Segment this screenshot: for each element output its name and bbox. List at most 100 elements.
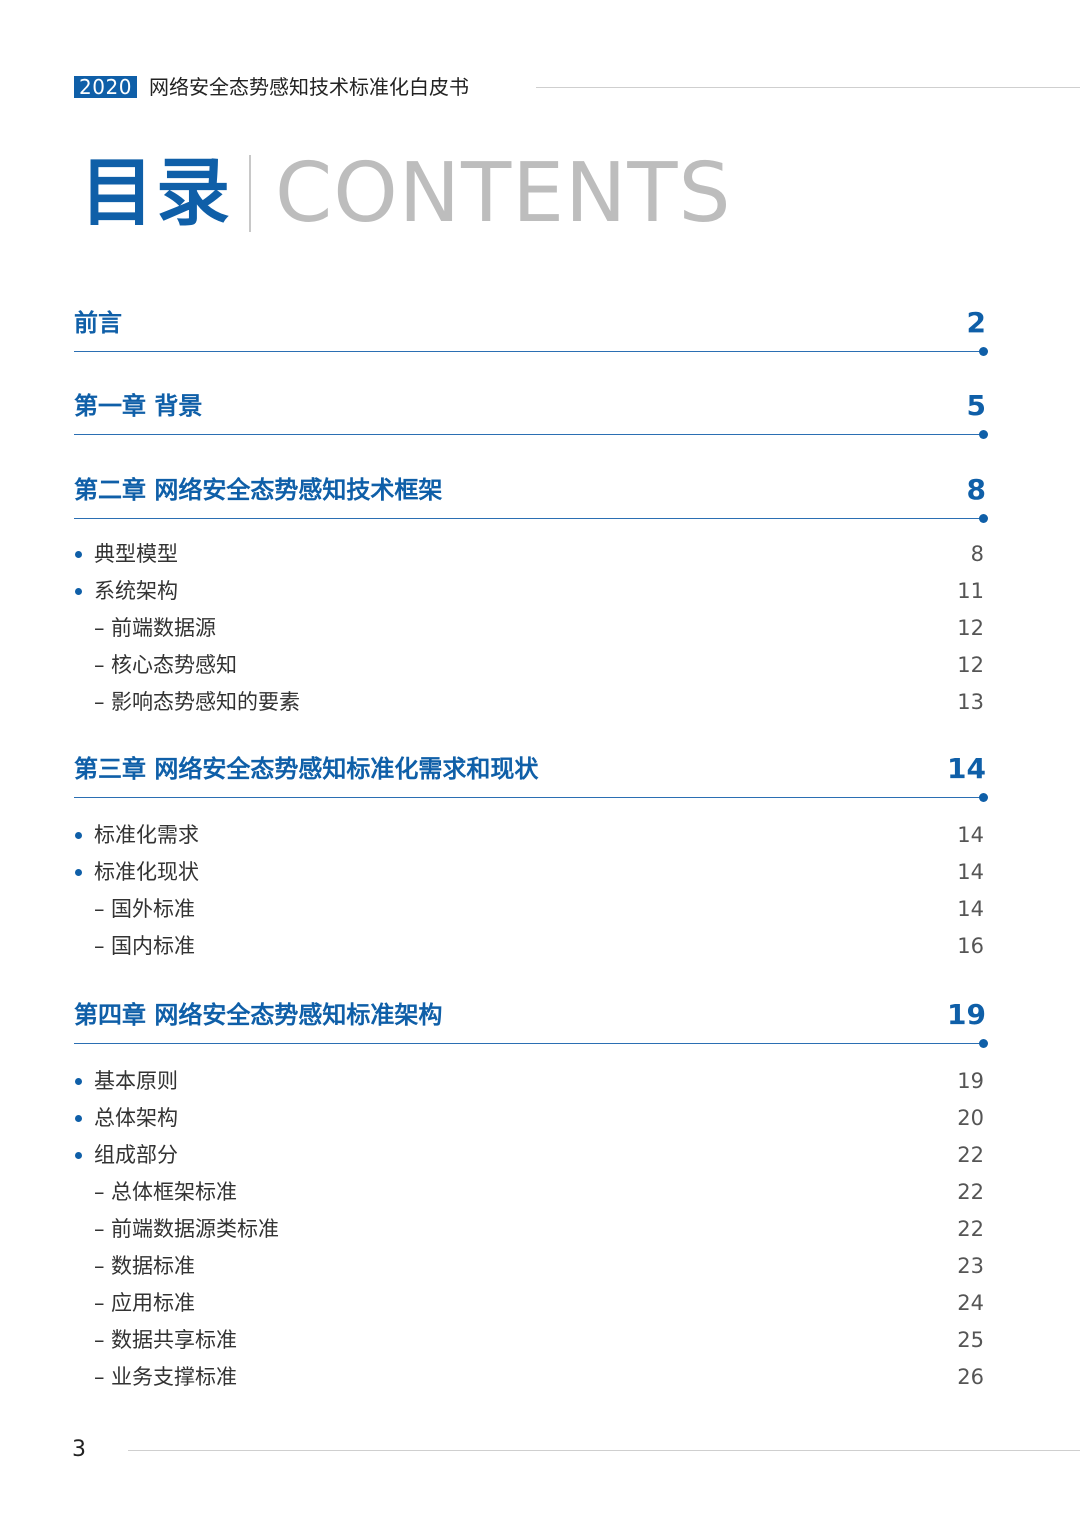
chapter-page-number: 5 — [966, 389, 986, 422]
toc-subsection-entry: – 前端数据源 12 — [74, 612, 986, 646]
subsection-title: 国外标准 — [111, 897, 195, 921]
chapter-rule — [74, 351, 984, 352]
page-number: 3 — [72, 1437, 86, 1462]
section-title: 总体架构 — [94, 1106, 178, 1130]
toc-title-chinese: 目录 — [80, 150, 232, 236]
toc-chapter-entry: 第四章 网络安全态势感知标准架构 19 — [74, 998, 988, 1050]
chapter-title: 第三章 网络安全态势感知标准化需求和现状 — [74, 755, 539, 783]
chapter-title: 第一章 背景 — [74, 392, 203, 420]
year-badge: 2020 — [74, 76, 137, 98]
chapter-title: 第四章 网络安全态势感知标准架构 — [74, 1001, 443, 1029]
toc-subsection-entry: – 影响态势感知的要素 13 — [74, 686, 986, 720]
rule-end-dot — [979, 347, 988, 356]
toc-subsection-entry: – 前端数据源类标准 22 — [74, 1213, 986, 1247]
toc-subsection-entry: – 国外标准 14 — [74, 893, 986, 927]
toc-subsection-entry: – 总体框架标准 22 — [74, 1176, 986, 1210]
title-divider — [249, 155, 251, 232]
section-title: 典型模型 — [94, 542, 178, 566]
chapter-page-number: 8 — [966, 473, 986, 506]
toc-subsection-entry: – 国内标准 16 — [74, 930, 986, 964]
toc-section-entry: 典型模型 8 — [74, 538, 986, 572]
dash-icon: – — [94, 897, 105, 921]
toc-subsection-entry: – 应用标准 24 — [74, 1287, 986, 1321]
section-page-number: 8 — [970, 542, 984, 566]
toc-chapter-entry: 前言 2 — [74, 306, 988, 358]
dash-icon: – — [94, 934, 105, 958]
chapter-title: 前言 — [74, 309, 122, 337]
running-header: 2020 网络安全态势感知技术标准化白皮书 — [74, 72, 1080, 102]
section-page-number: 22 — [957, 1143, 984, 1167]
bullet-icon — [75, 869, 82, 876]
toc-section-entry: 总体架构 20 — [74, 1102, 986, 1136]
section-title: 标准化需求 — [94, 823, 199, 847]
toc-section-entry: 标准化需求 14 — [74, 819, 986, 853]
chapter-rule — [74, 797, 984, 798]
toc-subsection-entry: – 业务支撑标准 26 — [74, 1361, 986, 1395]
toc-chapter-entry: 第一章 背景 5 — [74, 389, 988, 441]
subsection-page-number: 16 — [957, 934, 984, 958]
chapter-page-number: 19 — [947, 998, 986, 1031]
subsection-page-number: 13 — [957, 690, 984, 714]
section-page-number: 19 — [957, 1069, 984, 1093]
dash-icon: – — [94, 1180, 105, 1204]
dash-icon: – — [94, 616, 105, 640]
subsection-title: 核心态势感知 — [111, 653, 237, 677]
section-page-number: 14 — [957, 860, 984, 884]
toc-section-entry: 系统架构 11 — [74, 575, 986, 609]
section-title: 组成部分 — [94, 1143, 178, 1167]
chapter-rule — [74, 518, 984, 519]
subsection-title: 总体框架标准 — [111, 1180, 237, 1204]
toc-chapter-entry: 第三章 网络安全态势感知标准化需求和现状 14 — [74, 752, 988, 804]
subsection-page-number: 26 — [957, 1365, 984, 1389]
bullet-icon — [75, 1078, 82, 1085]
subsection-title: 影响态势感知的要素 — [111, 690, 300, 714]
toc-subsection-entry: – 核心态势感知 12 — [74, 649, 986, 683]
dash-icon: – — [94, 690, 105, 714]
bullet-icon — [75, 551, 82, 558]
bullet-icon — [75, 1115, 82, 1122]
section-page-number: 11 — [957, 579, 984, 603]
toc-chapter-entry: 第二章 网络安全态势感知技术框架 8 — [74, 473, 988, 525]
dash-icon: – — [94, 1365, 105, 1389]
toc-title-english: CONTENTS — [275, 146, 732, 241]
chapter-rule — [74, 1043, 984, 1044]
subsection-page-number: 22 — [957, 1217, 984, 1241]
subsection-title: 前端数据源类标准 — [111, 1217, 279, 1241]
document-title: 网络安全态势感知技术标准化白皮书 — [149, 75, 469, 99]
footer-rule — [128, 1450, 1080, 1451]
dash-icon: – — [94, 1328, 105, 1352]
toc-subsection-entry: – 数据共享标准 25 — [74, 1324, 986, 1358]
subsection-title: 数据共享标准 — [111, 1328, 237, 1352]
section-title: 基本原则 — [94, 1069, 178, 1093]
subsection-title: 应用标准 — [111, 1291, 195, 1315]
dash-icon: – — [94, 1217, 105, 1241]
rule-end-dot — [979, 793, 988, 802]
subsection-page-number: 12 — [957, 616, 984, 640]
section-title: 系统架构 — [94, 579, 178, 603]
rule-end-dot — [979, 1039, 988, 1048]
chapter-page-number: 2 — [966, 306, 986, 339]
dash-icon: – — [94, 653, 105, 677]
subsection-page-number: 23 — [957, 1254, 984, 1278]
header-rule — [536, 87, 1080, 88]
subsection-page-number: 25 — [957, 1328, 984, 1352]
subsection-title: 业务支撑标准 — [111, 1365, 237, 1389]
subsection-page-number: 24 — [957, 1291, 984, 1315]
bullet-icon — [75, 832, 82, 839]
subsection-title: 国内标准 — [111, 934, 195, 958]
chapter-page-number: 14 — [947, 752, 986, 785]
toc-subsection-entry: – 数据标准 23 — [74, 1250, 986, 1284]
subsection-page-number: 12 — [957, 653, 984, 677]
chapter-title: 第二章 网络安全态势感知技术框架 — [74, 476, 443, 504]
subsection-page-number: 14 — [957, 897, 984, 921]
subsection-title: 数据标准 — [111, 1254, 195, 1278]
toc-section-entry: 基本原则 19 — [74, 1065, 986, 1099]
rule-end-dot — [979, 514, 988, 523]
rule-end-dot — [979, 430, 988, 439]
chapter-rule — [74, 434, 984, 435]
subsection-page-number: 22 — [957, 1180, 984, 1204]
section-page-number: 14 — [957, 823, 984, 847]
toc-section-entry: 组成部分 22 — [74, 1139, 986, 1173]
section-title: 标准化现状 — [94, 860, 199, 884]
dash-icon: – — [94, 1254, 105, 1278]
